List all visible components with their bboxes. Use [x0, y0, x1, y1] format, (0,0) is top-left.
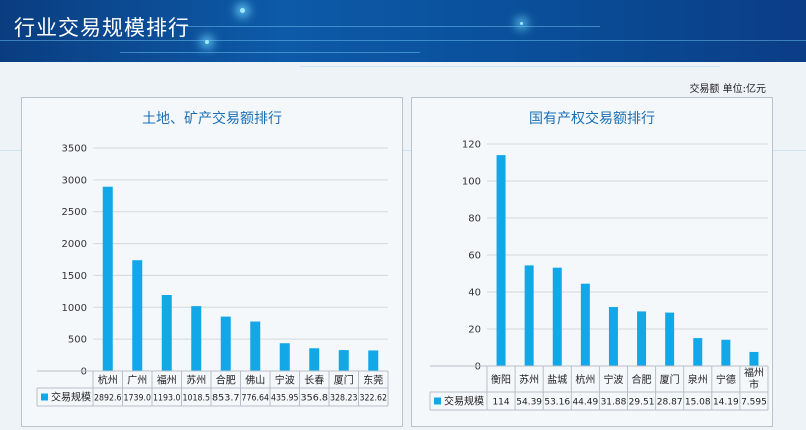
bar: [749, 351, 759, 366]
data-value-label: 14.19: [713, 398, 739, 408]
data-value-label: 356.8: [301, 394, 329, 404]
decor-line: [120, 52, 420, 53]
bar: [309, 348, 320, 371]
chart-panel-state-assets: 国有产权交易额排行 0 20 40 60 80 100 120 衡阳 苏州 盐城 杭州 宁波 合肥 厦门泉…: [411, 97, 773, 427]
legend-label: 交易规模: [444, 395, 484, 408]
data-value-label: 435.95: [271, 394, 299, 404]
x-tick-label: 福州: [744, 366, 764, 379]
legend-swatch: [434, 397, 441, 405]
bar: [524, 265, 534, 366]
y-tick-label: 120: [462, 140, 481, 151]
decor-line: [180, 26, 600, 27]
state-assets-chart: 0 20 40 60 80 100 120 衡阳 苏州 盐城 杭州 宁波 合肥 厦门 泉州 宁德福州市交易规模…: [429, 140, 769, 411]
header-banner: 行业交易规模排行: [0, 0, 806, 62]
bar: [580, 283, 590, 366]
data-value-label: 31.88: [601, 398, 627, 408]
bar: [665, 312, 675, 366]
x-tick-label: 长春: [304, 375, 324, 387]
data-value-label: 328.23: [330, 394, 358, 404]
y-tick-label: 1500: [62, 271, 87, 282]
bar: [102, 186, 113, 371]
data-value-label: 53.16: [544, 398, 570, 408]
bar: [552, 267, 562, 366]
bar: [637, 311, 647, 366]
x-tick-label: 杭州: [98, 374, 118, 387]
x-tick-label: 杭州: [575, 373, 595, 386]
data-value-label: 2892.6: [94, 394, 122, 404]
data-value-label: 28.87: [657, 398, 683, 408]
bar: [338, 350, 349, 371]
decor-line: [0, 150, 806, 151]
data-value-label: 29.51: [629, 398, 655, 408]
bar: [279, 343, 290, 371]
y-tick-label: 2500: [62, 207, 87, 218]
x-tick-label: 衡阳: [491, 374, 511, 386]
x-tick-label: 合肥: [632, 373, 652, 386]
x-tick-label: 宁德: [716, 373, 736, 386]
x-tick-label: 宁波: [275, 374, 295, 387]
data-value-label: 15.08: [685, 398, 711, 408]
legend-label: 交易规模: [51, 391, 91, 404]
y-tick-label: 60: [468, 251, 481, 262]
bar: [220, 316, 231, 371]
data-value-label: 114: [492, 398, 509, 408]
data-value-label: 1193.0: [153, 394, 181, 404]
decor-line: [0, 40, 806, 41]
x-tick-label: 泉州: [688, 373, 708, 386]
x-tick-label: 市: [749, 378, 759, 391]
bar: [496, 155, 506, 366]
chart-title: 土地、矿产交易额排行: [142, 111, 282, 127]
x-tick-label: 厦门: [660, 373, 680, 386]
y-tick-label: 0: [475, 362, 481, 373]
chart-panel-land-mineral: 土地、矿产交易额排行 0 500 1000 1500 2000 2500 3000 3500 杭…: [21, 97, 403, 427]
chart-title: 国有产权交易额排行: [529, 111, 655, 127]
x-tick-label: 东莞: [363, 374, 383, 387]
data-value-label: 853.7: [212, 394, 240, 404]
x-tick-label: 厦门: [334, 374, 354, 387]
data-value-label: 54.39: [516, 398, 542, 408]
data-value-label: 1018.5: [183, 394, 211, 404]
unit-label: 交易额 单位:亿元: [689, 84, 766, 95]
y-tick-label: 20: [468, 325, 481, 336]
data-value-label: 776.64: [242, 394, 270, 404]
bar: [132, 260, 143, 371]
x-tick-label: 佛山: [245, 374, 265, 387]
y-tick-label: 100: [462, 177, 481, 188]
y-tick-label: 2000: [62, 239, 87, 250]
data-value-label: 1739.0: [124, 394, 152, 404]
x-tick-label: 福州: [157, 374, 177, 387]
data-value-label: 322.62: [360, 394, 388, 404]
x-tick-label: 苏州: [186, 374, 206, 387]
y-tick-label: 500: [68, 335, 87, 346]
decor-glow: [205, 40, 209, 44]
bar: [693, 338, 703, 366]
page-title: 行业交易规模排行: [14, 16, 190, 40]
x-tick-label: 合肥: [216, 374, 236, 387]
bar: [721, 339, 731, 366]
bar: [608, 307, 618, 366]
legend-swatch: [41, 393, 48, 401]
y-tick-label: 3500: [62, 144, 87, 155]
data-value-label: 44.49: [572, 398, 598, 408]
decor-line: [300, 66, 720, 67]
decor-glow: [520, 22, 523, 25]
x-tick-label: 盐城: [547, 373, 567, 386]
decor-glow: [240, 8, 245, 13]
y-tick-label: 1000: [62, 303, 87, 314]
bar: [161, 294, 172, 371]
data-value-label: 7.595: [741, 398, 767, 408]
x-tick-label: 苏州: [519, 373, 539, 386]
bar: [191, 306, 202, 371]
y-tick-label: 40: [468, 288, 481, 299]
x-tick-label: 宁波: [603, 373, 623, 386]
land-mineral-chart: 0 500 1000 1500 2000 2500 3000 3500 杭州 广州 福州 苏州 合肥 佛山…: [36, 144, 389, 407]
y-tick-label: 3000: [62, 175, 87, 186]
bar: [250, 321, 261, 371]
y-tick-label: 80: [468, 214, 481, 225]
y-tick-label: 0: [81, 367, 87, 378]
x-tick-label: 广州: [127, 375, 147, 387]
bar: [368, 350, 379, 371]
